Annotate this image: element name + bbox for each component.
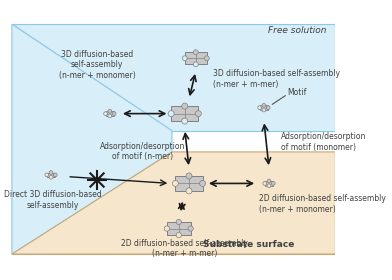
FancyBboxPatch shape bbox=[171, 106, 198, 121]
FancyBboxPatch shape bbox=[185, 52, 207, 64]
Circle shape bbox=[49, 171, 53, 174]
Circle shape bbox=[49, 175, 53, 179]
Text: 2D diffusion-based self-assembly
(n-mer + monomer): 2D diffusion-based self-assembly (n-mer … bbox=[259, 195, 386, 214]
Circle shape bbox=[188, 226, 193, 231]
FancyBboxPatch shape bbox=[167, 222, 191, 235]
Circle shape bbox=[193, 50, 198, 55]
Circle shape bbox=[182, 56, 187, 61]
FancyBboxPatch shape bbox=[175, 176, 203, 191]
Circle shape bbox=[112, 112, 116, 115]
Circle shape bbox=[186, 188, 192, 194]
Circle shape bbox=[108, 109, 112, 113]
Circle shape bbox=[103, 112, 107, 115]
Circle shape bbox=[258, 106, 261, 109]
Circle shape bbox=[266, 106, 270, 109]
FancyBboxPatch shape bbox=[260, 105, 268, 110]
Text: Direct 3D diffusion-based
self-assembly: Direct 3D diffusion-based self-assembly bbox=[4, 190, 102, 210]
FancyBboxPatch shape bbox=[105, 111, 114, 116]
Text: 3D diffusion-based self-assembly
(n-mer + m-mer): 3D diffusion-based self-assembly (n-mer … bbox=[213, 69, 340, 89]
Text: Motif: Motif bbox=[288, 88, 307, 97]
Circle shape bbox=[195, 111, 201, 116]
Circle shape bbox=[164, 226, 169, 231]
FancyBboxPatch shape bbox=[265, 181, 273, 186]
Polygon shape bbox=[12, 152, 336, 254]
Text: 3D diffusion-based
self-assembly
(n-mer + monomer): 3D diffusion-based self-assembly (n-mer … bbox=[59, 50, 135, 80]
Circle shape bbox=[176, 219, 181, 225]
Text: Free solution: Free solution bbox=[269, 26, 327, 35]
Circle shape bbox=[172, 180, 178, 186]
Circle shape bbox=[53, 173, 57, 177]
Circle shape bbox=[182, 118, 188, 124]
Circle shape bbox=[271, 181, 275, 185]
FancyBboxPatch shape bbox=[47, 172, 55, 177]
Circle shape bbox=[176, 232, 181, 238]
Text: Adsorption/desorption
of motif (n-mer): Adsorption/desorption of motif (n-mer) bbox=[100, 142, 185, 161]
Text: Substrate surface: Substrate surface bbox=[203, 240, 294, 249]
Circle shape bbox=[108, 114, 112, 118]
Circle shape bbox=[262, 103, 266, 107]
Text: 2D diffusion-based self-assembly
(n-mer + m-mer): 2D diffusion-based self-assembly (n-mer … bbox=[121, 239, 248, 258]
Polygon shape bbox=[12, 24, 172, 254]
Circle shape bbox=[45, 173, 49, 177]
Circle shape bbox=[263, 181, 267, 185]
Circle shape bbox=[200, 180, 205, 186]
Circle shape bbox=[182, 103, 188, 109]
Circle shape bbox=[267, 179, 271, 183]
Circle shape bbox=[193, 62, 198, 67]
Polygon shape bbox=[12, 24, 336, 131]
Circle shape bbox=[186, 173, 192, 179]
Circle shape bbox=[204, 56, 209, 61]
Text: Adsorption/desorption
of motif (monomer): Adsorption/desorption of motif (monomer) bbox=[281, 132, 366, 152]
Circle shape bbox=[168, 111, 174, 116]
Circle shape bbox=[262, 108, 266, 112]
Circle shape bbox=[267, 184, 271, 188]
